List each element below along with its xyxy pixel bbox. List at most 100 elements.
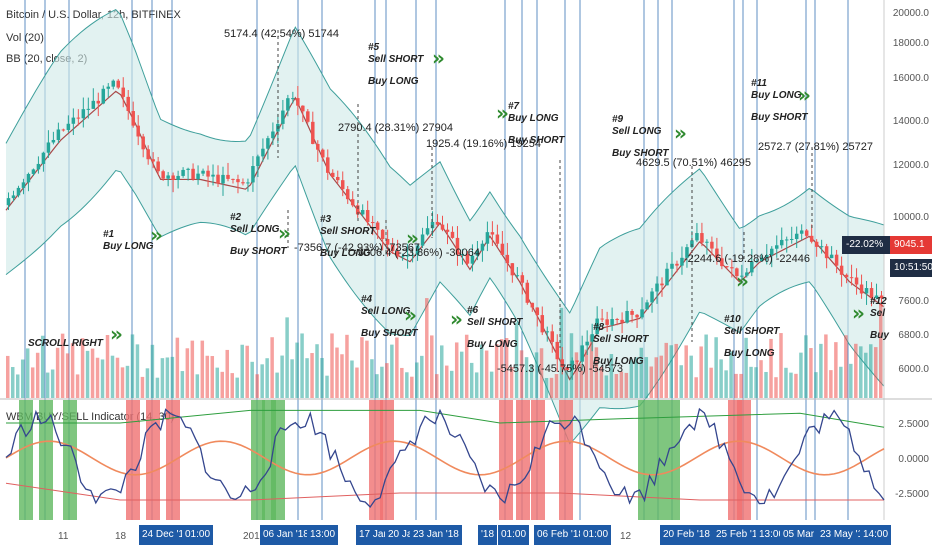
indicator-sell-bar-3	[369, 400, 383, 520]
candle-body-134	[675, 263, 679, 266]
candle-body-59	[301, 105, 305, 112]
volume-bar-103	[519, 350, 524, 398]
volume-bar-100	[504, 338, 509, 398]
volume-bar-11	[60, 333, 65, 398]
candle-body-70	[355, 205, 360, 215]
time-marker-1: 01:00	[182, 525, 214, 545]
chevron-arrow-icon-2: »	[404, 303, 417, 327]
signal-number-2: #3	[320, 214, 332, 225]
candle-body-0	[6, 198, 11, 206]
signal-line1-7: Sell SHORT	[593, 334, 649, 345]
candle-body-106	[535, 307, 540, 316]
candle-body-3	[21, 182, 26, 188]
volume-bar-12	[65, 353, 70, 398]
candle-body-96	[485, 232, 490, 244]
volume-bar-4	[25, 348, 30, 398]
last-price-badge: 9045.1	[890, 236, 932, 254]
candle-body-155	[779, 239, 784, 246]
candle-body-94	[475, 250, 480, 256]
candle-body-52	[266, 138, 270, 149]
candle-body-21	[111, 80, 116, 87]
volume-bar-43	[220, 371, 225, 398]
volume-bar-16	[85, 350, 90, 398]
volume-bar-136	[684, 345, 688, 398]
candle-body-63	[321, 149, 325, 158]
volume-bar-32	[165, 357, 170, 398]
volume-bar-50	[255, 374, 259, 398]
candle-body-22	[116, 80, 120, 88]
volume-bar-9	[50, 369, 55, 398]
volume-bar-110	[554, 374, 559, 398]
indicator-sell-bar-4	[380, 400, 394, 520]
volume-bar-145	[729, 351, 733, 398]
candle-body-43	[221, 174, 225, 184]
candle-body-137	[690, 240, 694, 248]
candle-body-123	[620, 319, 624, 323]
candle-body-12	[66, 123, 71, 130]
volume-bar-35	[180, 371, 185, 398]
candle-body-23	[121, 87, 125, 97]
time-marker-12: 25 Feb '18	[713, 525, 766, 545]
volume-bar-75	[380, 366, 384, 398]
candle-body-124	[625, 311, 629, 323]
time-marker-2: 06 Jan '18	[260, 525, 312, 545]
candle-body-116	[585, 341, 589, 346]
indicator-buy-bar-0	[19, 400, 33, 520]
time-tick-2: 2018	[243, 531, 266, 542]
bar-countdown-badge: 10:51:50	[890, 259, 932, 277]
volume-bar-71	[360, 337, 364, 398]
time-marker-13: 13:00	[756, 525, 788, 545]
candle-body-113	[570, 360, 574, 371]
candle-body-141	[710, 241, 714, 249]
volume-bar-141	[709, 367, 713, 398]
volume-bar-88	[445, 365, 449, 398]
chevron-arrow-icon-4: »	[450, 307, 463, 331]
volume-bar-30	[155, 377, 160, 398]
volume-bar-63	[320, 358, 324, 398]
candle-body-68	[345, 189, 350, 200]
price-axis-tick-1: 18000.0	[893, 38, 930, 49]
signal-line2-7: Buy LONG	[593, 356, 644, 367]
measure-label-2: 1925.4 (19.16%) 19254	[426, 138, 541, 150]
signal-line2-2: Buy LONG	[320, 248, 371, 259]
candle-body-62	[316, 143, 320, 150]
volume-bar-130	[654, 357, 659, 398]
candle-body-24	[126, 96, 130, 112]
volume-bar-164	[824, 334, 828, 398]
price-axis-tick-7: 6800.0	[898, 330, 929, 341]
candle-body-8	[46, 142, 51, 153]
chevron-arrow-icon-11: »	[496, 101, 509, 125]
volume-bar-95	[479, 344, 484, 398]
price-axis-tick-6: 7600.0	[898, 296, 929, 307]
volume-bar-85	[430, 335, 434, 398]
candle-body-158	[794, 233, 799, 239]
candle-body-160	[804, 230, 809, 236]
volume-bar-126	[634, 357, 639, 398]
price-axis-tick-3: 14000.0	[893, 116, 930, 127]
indicator-main-line	[5, 407, 885, 509]
volume-bar-15	[80, 338, 85, 398]
volume-bar-20	[105, 335, 110, 398]
time-marker-8: 01:00	[498, 525, 530, 545]
candle-body-91	[460, 253, 465, 255]
candle-body-61	[311, 121, 315, 144]
candle-body-168	[844, 274, 849, 278]
volume-bar-33	[170, 356, 175, 398]
volume-bar-17	[90, 348, 95, 398]
measure-label-6: -3006.4 (-23.86%) -30064	[354, 247, 480, 259]
price-axis-tick-5: 10000.0	[893, 212, 930, 223]
candle-body-93	[470, 255, 475, 264]
candle-body-118	[595, 318, 599, 335]
volume-bar-29	[150, 344, 155, 398]
candle-body-131	[660, 283, 664, 286]
volume-bar-26	[135, 344, 140, 398]
volume-bar-62	[315, 344, 319, 398]
candle-body-115	[580, 345, 584, 362]
chevron-arrow-icon-8: »	[852, 301, 865, 325]
indicator-axis-tick-0: 2.5000	[898, 419, 929, 430]
candle-body-35	[181, 169, 185, 176]
volume-bar-115	[579, 364, 584, 398]
candle-body-140	[705, 241, 709, 243]
volume-bar-129	[649, 366, 654, 398]
